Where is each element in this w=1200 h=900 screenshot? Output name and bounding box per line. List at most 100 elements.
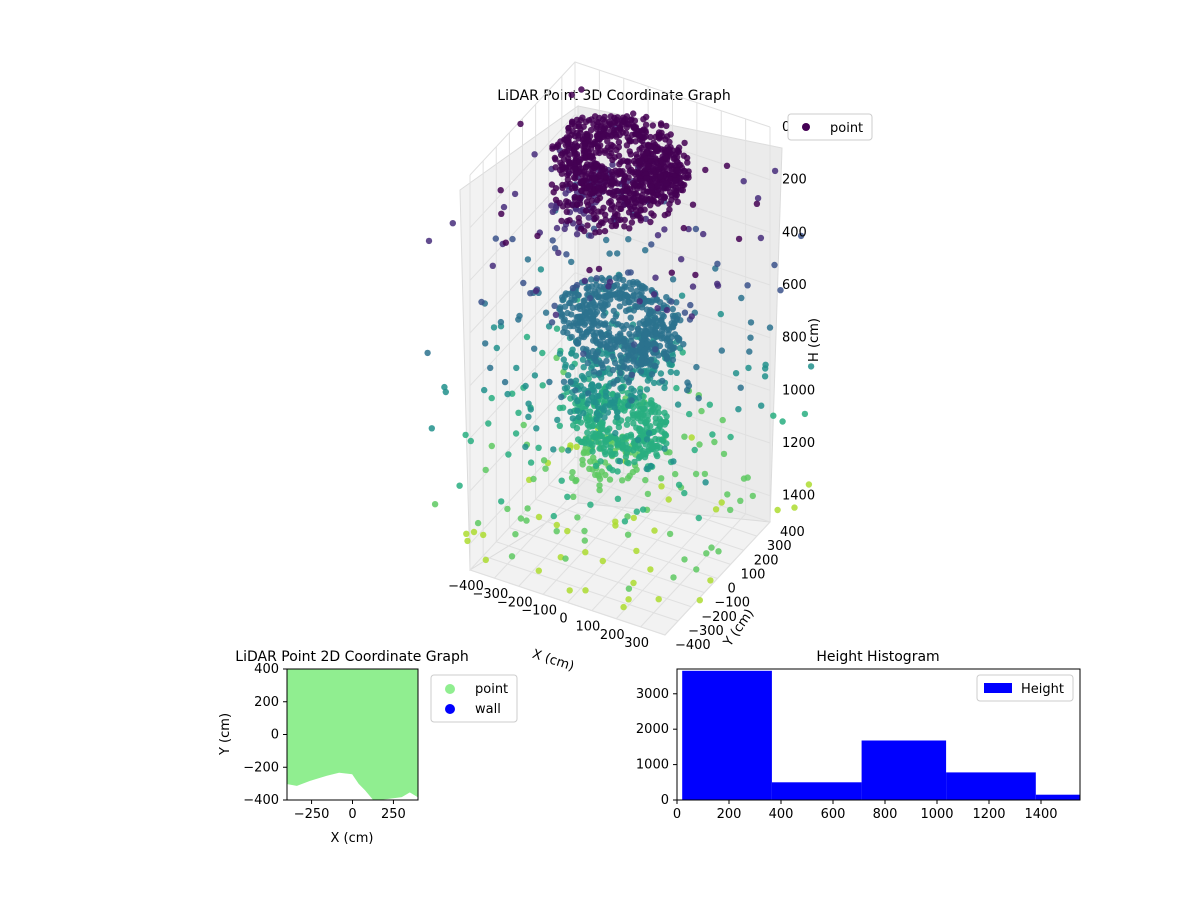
data-point-3d [647,202,654,209]
y-tick-label-hist: 1000 [636,758,669,773]
data-point-3d [642,215,649,223]
data-point-3d [581,297,588,304]
data-point-3d [624,531,632,538]
data-point-3d [618,322,625,330]
data-point-3d [623,421,631,428]
z-tick-label-3d: 0 [782,120,790,135]
data-point-3d [599,419,606,426]
x-tick-label-hist: 1000 [920,807,953,822]
plot-histogram: Height Histogram 0 200 400 600 800 1000 1200 14… [636,649,1081,822]
data-point-3d [556,422,563,429]
data-point-3d [527,290,534,297]
data-point-3d [602,451,609,458]
data-point-3d [591,175,598,182]
data-point-3d [492,235,499,242]
data-point-3d [612,313,619,320]
data-point-3d [505,451,512,458]
data-point-3d [640,187,647,194]
data-point-3d [662,180,670,187]
data-point-3d [651,402,659,409]
data-point-3d [584,359,591,367]
data-point-3d [664,133,671,140]
data-point-3d [610,307,617,315]
data-point-3d [696,597,703,604]
data-point-3d [639,506,647,513]
data-point-3d [509,390,516,397]
data-point-3d [662,432,670,439]
data-point-3d [621,283,628,290]
data-point-3d [517,120,524,128]
data-point-3d [608,182,615,189]
data-point-3d [463,530,470,537]
data-point-3d [497,318,505,326]
data-point-3d [617,385,624,392]
data-point-3d [464,537,471,545]
data-point-3d [582,118,590,126]
data-point-3d [561,225,568,233]
data-point-3d [638,158,646,165]
data-point-3d [805,481,813,488]
data-point-3d [575,436,582,443]
data-point-3d [609,177,616,184]
y-tick-label-3d: 100 [741,567,766,582]
data-point-3d [617,352,624,359]
data-point-3d [724,491,731,498]
data-point-3d [648,397,655,404]
data-point-3d [614,250,621,257]
data-point-3d [608,168,616,176]
data-point-3d [570,322,577,330]
data-point-3d [681,489,688,497]
data-point-3d [493,344,500,352]
data-point-3d [638,304,646,311]
data-point-3d [602,211,609,218]
legend-histogram: Height [976,674,1074,702]
data-point-3d [581,527,588,535]
data-point-3d [498,210,505,217]
data-point-3d [562,555,569,562]
data-point-3d [612,518,619,525]
data-point-3d [650,291,658,298]
data-point-3d [607,217,615,225]
data-point-3d [624,475,632,482]
data-point-3d [489,262,496,269]
data-point-3d [807,363,815,370]
data-point-3d [550,512,557,520]
data-point-3d [576,158,583,166]
data-point-3d [669,305,676,313]
grid-line [469,219,771,334]
data-point-3d [573,201,581,208]
data-point-3d [635,212,642,219]
data-point-3d [634,436,642,444]
data-point-3d [634,415,641,422]
histogram-bar [861,740,947,800]
data-point-3d [615,143,622,151]
data-point-3d [546,378,553,386]
data-point-3d [531,345,538,352]
data-point-3d [709,431,716,438]
legend-label-point-2d: point [475,682,508,697]
data-point-3d [578,187,585,195]
data-point-3d [630,514,637,522]
data-point-3d [553,521,560,529]
data-point-3d [670,155,677,162]
data-point-3d [584,421,591,428]
data-point-3d [585,370,592,378]
data-point-3d [625,402,632,409]
y-tick-label-2d: −400 [243,793,279,808]
data-point-3d [614,409,621,416]
data-point-3d [678,256,685,263]
data-point-3d [570,493,577,500]
data-point-3d [652,363,659,370]
data-point-3d [592,471,599,478]
data-point-3d [616,458,624,465]
data-point-3d [574,313,581,321]
data-point-3d [520,279,527,287]
data-point-3d [602,438,609,445]
data-point-3d [590,121,597,128]
data-point-3d [542,465,549,472]
histogram-tick-labels: 0 200 400 600 800 1000 1200 1400 0 1000 2000 3000 [636,687,1058,822]
data-point-3d [638,289,645,297]
data-point-3d [524,256,532,263]
y-tick-label-2d: 200 [254,695,279,710]
data-point-3d [650,139,657,146]
